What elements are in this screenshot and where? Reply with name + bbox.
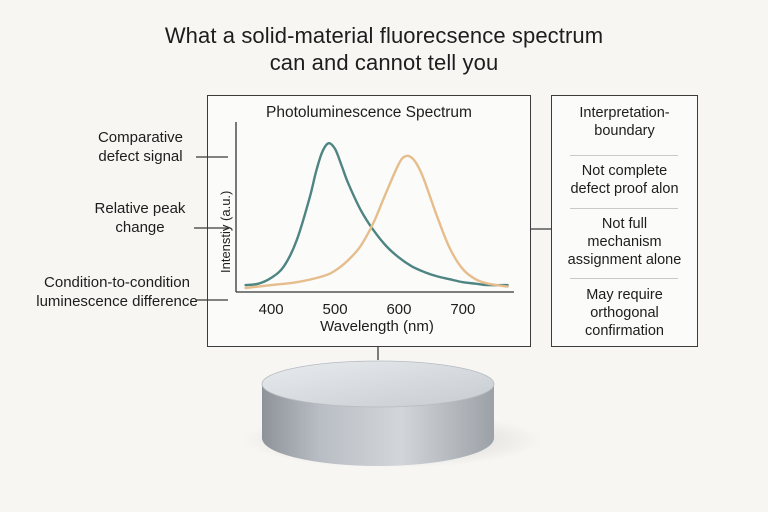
- side-item-line: Not complete: [581, 163, 668, 179]
- side-heading: Interpretation- boundary: [552, 104, 697, 140]
- label-line: Condition-to-condition: [44, 274, 190, 291]
- label-line: defect signal: [98, 148, 183, 165]
- side-divider: [570, 208, 678, 209]
- side-divider: [570, 278, 678, 279]
- x-tick-label: 700: [450, 301, 475, 318]
- y-axis-label: Intenstiy (a.u.): [218, 191, 233, 273]
- chart-title: Photoluminescence Spectrum: [266, 104, 472, 121]
- spectrum-panel: Photoluminescence Spectrum: [207, 95, 531, 347]
- side-item-line: defect proof alon: [570, 181, 679, 197]
- series-line-tan: [244, 154, 509, 290]
- side-item-mechanism: Not full mechanism assignment alone: [552, 215, 697, 269]
- x-tick-label: 400: [259, 301, 284, 318]
- side-divider: [570, 155, 678, 156]
- x-tick-label: 600: [386, 301, 411, 318]
- side-item-orthogonal: May require orthogonal confirmation: [552, 286, 697, 340]
- label-line: Comparative: [97, 129, 184, 146]
- page-title-line2: can and cannot tell you: [269, 50, 499, 75]
- x-tick-label: 500: [323, 301, 348, 318]
- side-item-line: Not full: [601, 216, 648, 232]
- side-item-line: May require: [586, 287, 663, 303]
- label-comparative-defect-signal: Comparative defect signal: [78, 128, 203, 166]
- spectrum-chart: 400 500 600 700 Wavelength (nm) Intenstiy (…: [218, 122, 514, 335]
- side-heading-line: boundary: [594, 123, 655, 139]
- side-item-defect-proof: Not complete defect proof alon: [552, 162, 697, 198]
- side-item-line: assignment alone: [567, 252, 682, 268]
- label-line: luminescence difference: [36, 293, 198, 310]
- label-condition-difference: Condition-to-condition luminescence diff…: [22, 273, 212, 311]
- series-line-teal: [244, 141, 509, 287]
- label-line: Relative peak: [94, 200, 186, 217]
- sample-disc-top: [261, 360, 495, 408]
- interpretation-boundary-panel: Interpretation- boundary Not complete de…: [551, 95, 698, 347]
- side-item-line: mechanism: [587, 234, 662, 250]
- page-title-line1: What a solid-material fluorecsence spect…: [164, 23, 604, 48]
- x-tick-labels: 400 500 600 700: [259, 301, 476, 318]
- side-item-line: orthogonal: [590, 305, 659, 321]
- label-line: change: [115, 219, 165, 236]
- side-heading-line: Interpretation-: [579, 105, 670, 121]
- side-item-line: confirmation: [585, 323, 664, 339]
- label-relative-peak-change: Relative peak change: [80, 199, 200, 237]
- sample-disc-side: [262, 384, 494, 466]
- x-axis-label: Wavelength (nm): [320, 318, 434, 335]
